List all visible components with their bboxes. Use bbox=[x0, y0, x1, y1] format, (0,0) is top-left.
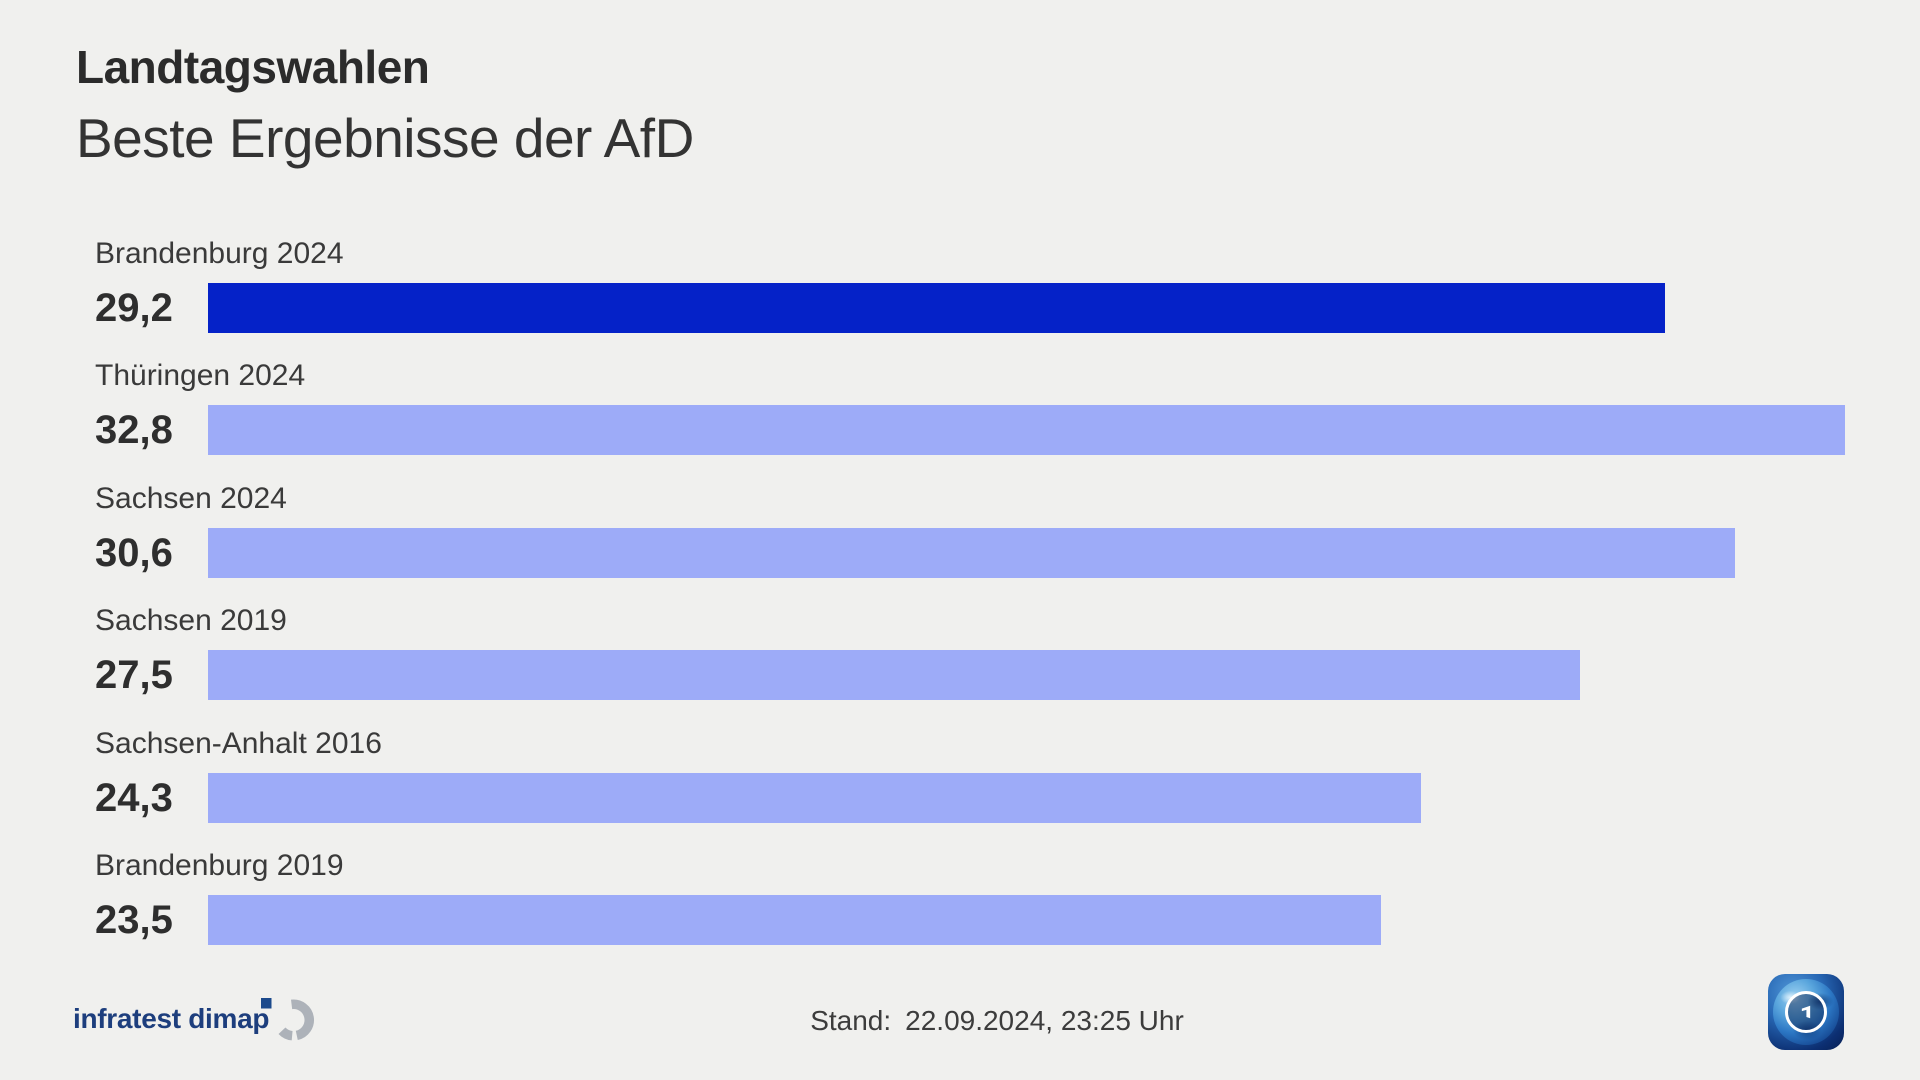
value-label: 29,2 bbox=[95, 286, 173, 330]
ard-logo bbox=[1768, 974, 1844, 1050]
stand-label: Stand: bbox=[810, 1005, 892, 1036]
category-label: Sachsen-Anhalt 2016 bbox=[95, 727, 382, 760]
value-label: 32,8 bbox=[95, 408, 173, 452]
status-timestamp: Stand: 22.09.2024, 23:25 Uhr bbox=[810, 1005, 1184, 1037]
value-label: 24,3 bbox=[95, 776, 173, 820]
chart-row: Thüringen 2024 32,8 bbox=[0, 359, 1920, 481]
value-label: 23,5 bbox=[95, 898, 173, 942]
infratest-dimap-mark-icon bbox=[261, 998, 314, 1041]
category-label: Brandenburg 2024 bbox=[95, 237, 344, 270]
bar bbox=[208, 650, 1580, 700]
chart-row: Brandenburg 2019 23,5 bbox=[0, 849, 1920, 971]
bar bbox=[208, 283, 1665, 333]
page-title: Beste Ergebnisse der AfD bbox=[76, 107, 694, 169]
chart-row: Sachsen-Anhalt 2016 24,3 bbox=[0, 727, 1920, 849]
category-label: Brandenburg 2019 bbox=[95, 849, 344, 882]
chart-row: Sachsen 2024 30,6 bbox=[0, 482, 1920, 604]
category-label: Thüringen 2024 bbox=[95, 359, 306, 392]
bar bbox=[208, 773, 1421, 823]
ard-one-ring-icon bbox=[1785, 991, 1827, 1033]
category-label: Sachsen 2024 bbox=[95, 482, 287, 515]
globe-icon bbox=[1773, 979, 1839, 1045]
stand-value: 22.09.2024, 23:25 Uhr bbox=[905, 1005, 1184, 1036]
bar bbox=[208, 528, 1735, 578]
chart-row: Sachsen 2019 27,5 bbox=[0, 604, 1920, 726]
source-logo-wordmark: infratest dimap bbox=[73, 1003, 270, 1034]
ard-one-icon bbox=[1801, 1005, 1811, 1019]
category-label: Sachsen 2019 bbox=[95, 604, 287, 637]
bar bbox=[208, 405, 1845, 455]
value-label: 27,5 bbox=[95, 653, 173, 697]
value-label: 30,6 bbox=[95, 531, 173, 575]
chart-row: Brandenburg 2024 29,2 bbox=[0, 237, 1920, 359]
kicker: Landtagswahlen bbox=[76, 41, 430, 93]
bar bbox=[208, 895, 1381, 945]
